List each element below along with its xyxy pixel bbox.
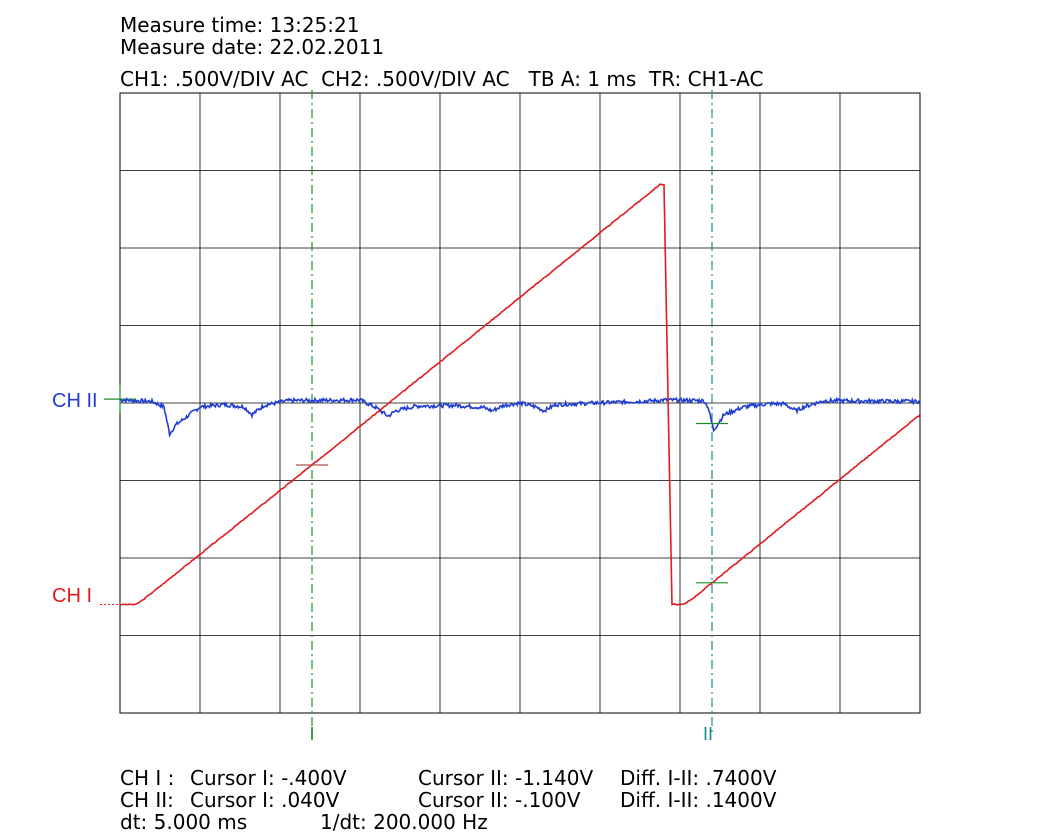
ch1-trace [119,183,921,606]
ch1-cursor1-value: Cursor I: -.400V [190,766,347,790]
channel-markers [100,385,136,605]
ch1-axis-label: CH I [52,585,92,607]
traces [119,90,921,733]
ch2-cursor1-value: Cursor I: .040V [190,788,340,812]
ch2-cursor2-value: Cursor II: -.100V [418,788,581,812]
ch1-readout-label: CH I : [120,766,175,790]
measure-time: Measure time: 13:25:21 [120,13,360,37]
ch2-trace [119,396,921,438]
cursor-ii-label: II [703,724,713,744]
ch1-cursor2-value: Cursor II: -1.140V [418,766,594,790]
ch2-diff-value: Diff. I-II: .1400V [620,788,777,812]
cursor-i-label: I [309,724,314,744]
inverse-dt-value: 1/dt: 200.000 Hz [320,810,488,834]
dt-value: dt: 5.000 ms [120,810,248,834]
ch2-axis-label: CH II [52,390,98,412]
measure-date: Measure date: 22.02.2011 [120,35,385,59]
ch2-readout-label: CH II: [120,788,174,812]
ch1-diff-value: Diff. I-II: .7400V [620,766,777,790]
channel-settings: CH1: .500V/DIV AC CH2: .500V/DIV AC TB A… [120,67,764,91]
